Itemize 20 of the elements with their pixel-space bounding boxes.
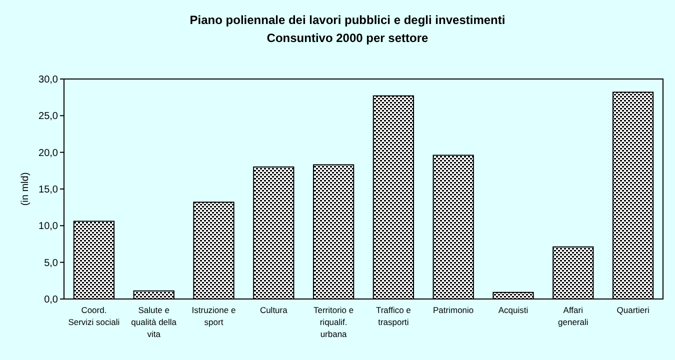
x-tick-label: Patrimonio (433, 305, 474, 315)
chart-subtitle: Consuntivo 2000 per settore (266, 31, 429, 45)
x-tick-label: Cultura (260, 305, 288, 315)
y-tick-label: 15,0 (38, 184, 58, 196)
y-tick-label: 20,0 (38, 148, 58, 159)
y-tick-label: 30,0 (38, 74, 58, 86)
y-tick-label: 0,0 (44, 294, 58, 306)
x-tick-label: Territorio e riqualif. urbana (313, 305, 354, 339)
x-tick-label: Istruzione e sport (192, 305, 236, 327)
x-tick-label: Coord. Servizi sociali (68, 305, 120, 327)
y-tick-label: 25,0 (38, 111, 58, 122)
y-tick-label: 5,0 (44, 258, 58, 269)
x-tick-label: Salute e qualità della vita (131, 305, 177, 339)
y-axis-title: (in mld) (20, 172, 31, 206)
x-tick-label: Traffico e trasporti (376, 305, 412, 327)
x-tick-label: Affari generali (558, 305, 588, 327)
chart-title: Piano poliennale dei lavori pubblici e degli investimenti (190, 13, 506, 27)
x-tick-label: Acquisti (498, 305, 528, 315)
y-tick-label: 10,0 (38, 221, 58, 232)
x-tick-label: Quartieri (616, 305, 650, 315)
